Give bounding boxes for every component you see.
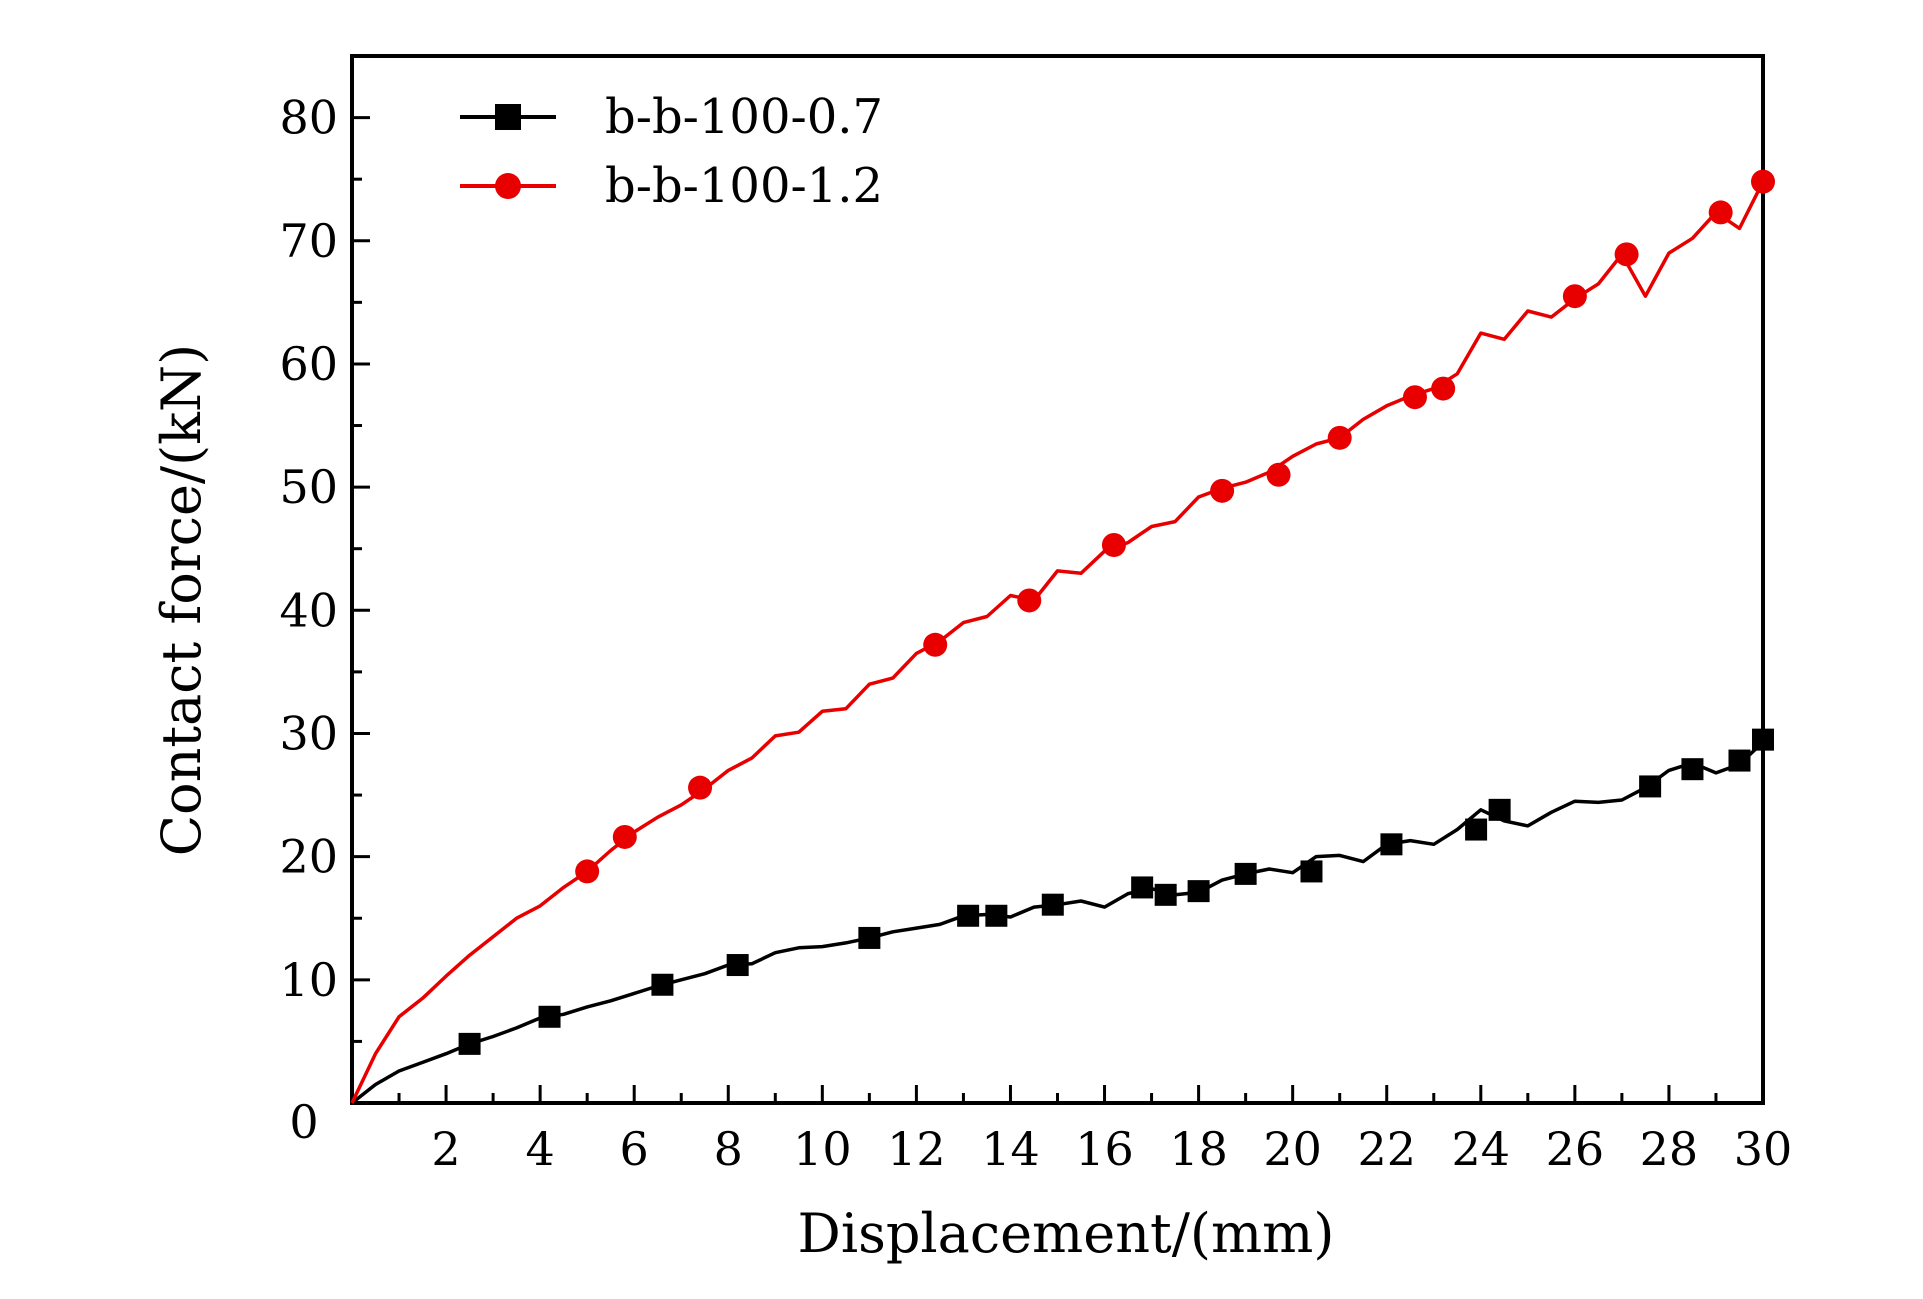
x-tick-label: 24 xyxy=(1452,1122,1511,1176)
data-point-square xyxy=(957,904,980,927)
origin-tick-label: 0 xyxy=(289,1095,318,1149)
data-point-circle xyxy=(575,859,600,884)
data-point-circle xyxy=(1327,425,1352,450)
data-point-circle xyxy=(1562,284,1587,309)
data-point-circle xyxy=(688,775,713,800)
plot-area xyxy=(350,54,1765,1105)
data-point-square xyxy=(538,1005,561,1028)
y-tick-label: 30 xyxy=(279,706,338,760)
data-point-circle xyxy=(1101,533,1126,558)
data-point-square xyxy=(1154,883,1177,906)
data-point-circle xyxy=(1431,376,1456,401)
x-tick-label: 16 xyxy=(1075,1122,1134,1176)
x-axis-title: Displacement/(mm) xyxy=(798,1202,1335,1265)
data-point-square xyxy=(1041,893,1064,916)
x-tick-label: 2 xyxy=(431,1122,460,1176)
series-line-1 xyxy=(350,180,1765,1104)
x-tick-label: 20 xyxy=(1263,1122,1322,1176)
x-tick-label: 18 xyxy=(1169,1122,1228,1176)
x-tick-label: 4 xyxy=(525,1122,554,1176)
x-tick-label: 10 xyxy=(793,1122,852,1176)
y-tick-label: 60 xyxy=(279,337,338,391)
axes-layer: 2 4 6 8 10 12 14 16 18 20 22 24 26 28 3010203040506070… xyxy=(279,54,1793,1176)
legend-label-series-1: b-b-100-1.2 xyxy=(605,158,883,214)
x-tick-label: 14 xyxy=(981,1122,1040,1176)
series-1 xyxy=(350,169,1775,1104)
data-point-square xyxy=(1465,818,1488,841)
data-point-circle xyxy=(1266,462,1291,487)
x-tick-label: 8 xyxy=(714,1122,743,1176)
data-point-circle xyxy=(1017,588,1042,613)
y-tick-label: 20 xyxy=(279,830,338,884)
data-point-square xyxy=(1131,876,1154,899)
data-point-square xyxy=(1300,860,1323,883)
data-point-circle xyxy=(1614,242,1639,267)
data-point-square xyxy=(858,926,881,949)
series-layer xyxy=(350,169,1775,1105)
x-tick-label: 30 xyxy=(1734,1122,1793,1176)
y-tick-label: 70 xyxy=(279,214,338,268)
series-line-0 xyxy=(350,740,1765,1105)
data-point-square xyxy=(1187,880,1210,903)
data-point-circle xyxy=(1708,200,1733,225)
data-point-square xyxy=(985,904,1008,927)
data-point-square xyxy=(1234,862,1257,885)
x-tick-label: 12 xyxy=(887,1122,946,1176)
x-tick-label: 26 xyxy=(1546,1122,1605,1176)
y-tick-label: 80 xyxy=(279,91,338,145)
data-point-square xyxy=(651,973,674,996)
data-point-circle xyxy=(923,632,948,657)
data-point-square xyxy=(1728,749,1751,772)
x-tick-label: 28 xyxy=(1640,1122,1699,1176)
legend: b-b-100-0.7 b-b-100-1.2 xyxy=(460,89,883,214)
data-point-square xyxy=(726,954,749,977)
y-tick-label: 40 xyxy=(279,583,338,637)
data-point-square xyxy=(1380,833,1403,856)
legend-marker-series-1 xyxy=(495,173,521,199)
data-point-square xyxy=(1488,798,1511,821)
series-0 xyxy=(350,728,1774,1105)
x-tick-label: 22 xyxy=(1357,1122,1416,1176)
legend-marker-series-0 xyxy=(495,104,521,130)
x-tick-label: 6 xyxy=(620,1122,649,1176)
y-tick-label: 50 xyxy=(279,460,338,514)
data-point-circle xyxy=(1210,478,1235,503)
data-point-circle xyxy=(612,824,637,849)
data-point-square xyxy=(1681,758,1704,781)
y-axis-title: Contact force/(kN) xyxy=(150,344,213,856)
y-tick-label: 10 xyxy=(279,953,338,1007)
data-point-circle xyxy=(1402,385,1427,410)
legend-label-series-0: b-b-100-0.7 xyxy=(605,89,883,145)
plot-frame xyxy=(350,54,1765,1105)
data-point-square xyxy=(458,1032,481,1055)
data-point-square xyxy=(1752,728,1774,751)
data-point-square xyxy=(1639,775,1662,798)
data-point-circle xyxy=(1751,169,1775,194)
